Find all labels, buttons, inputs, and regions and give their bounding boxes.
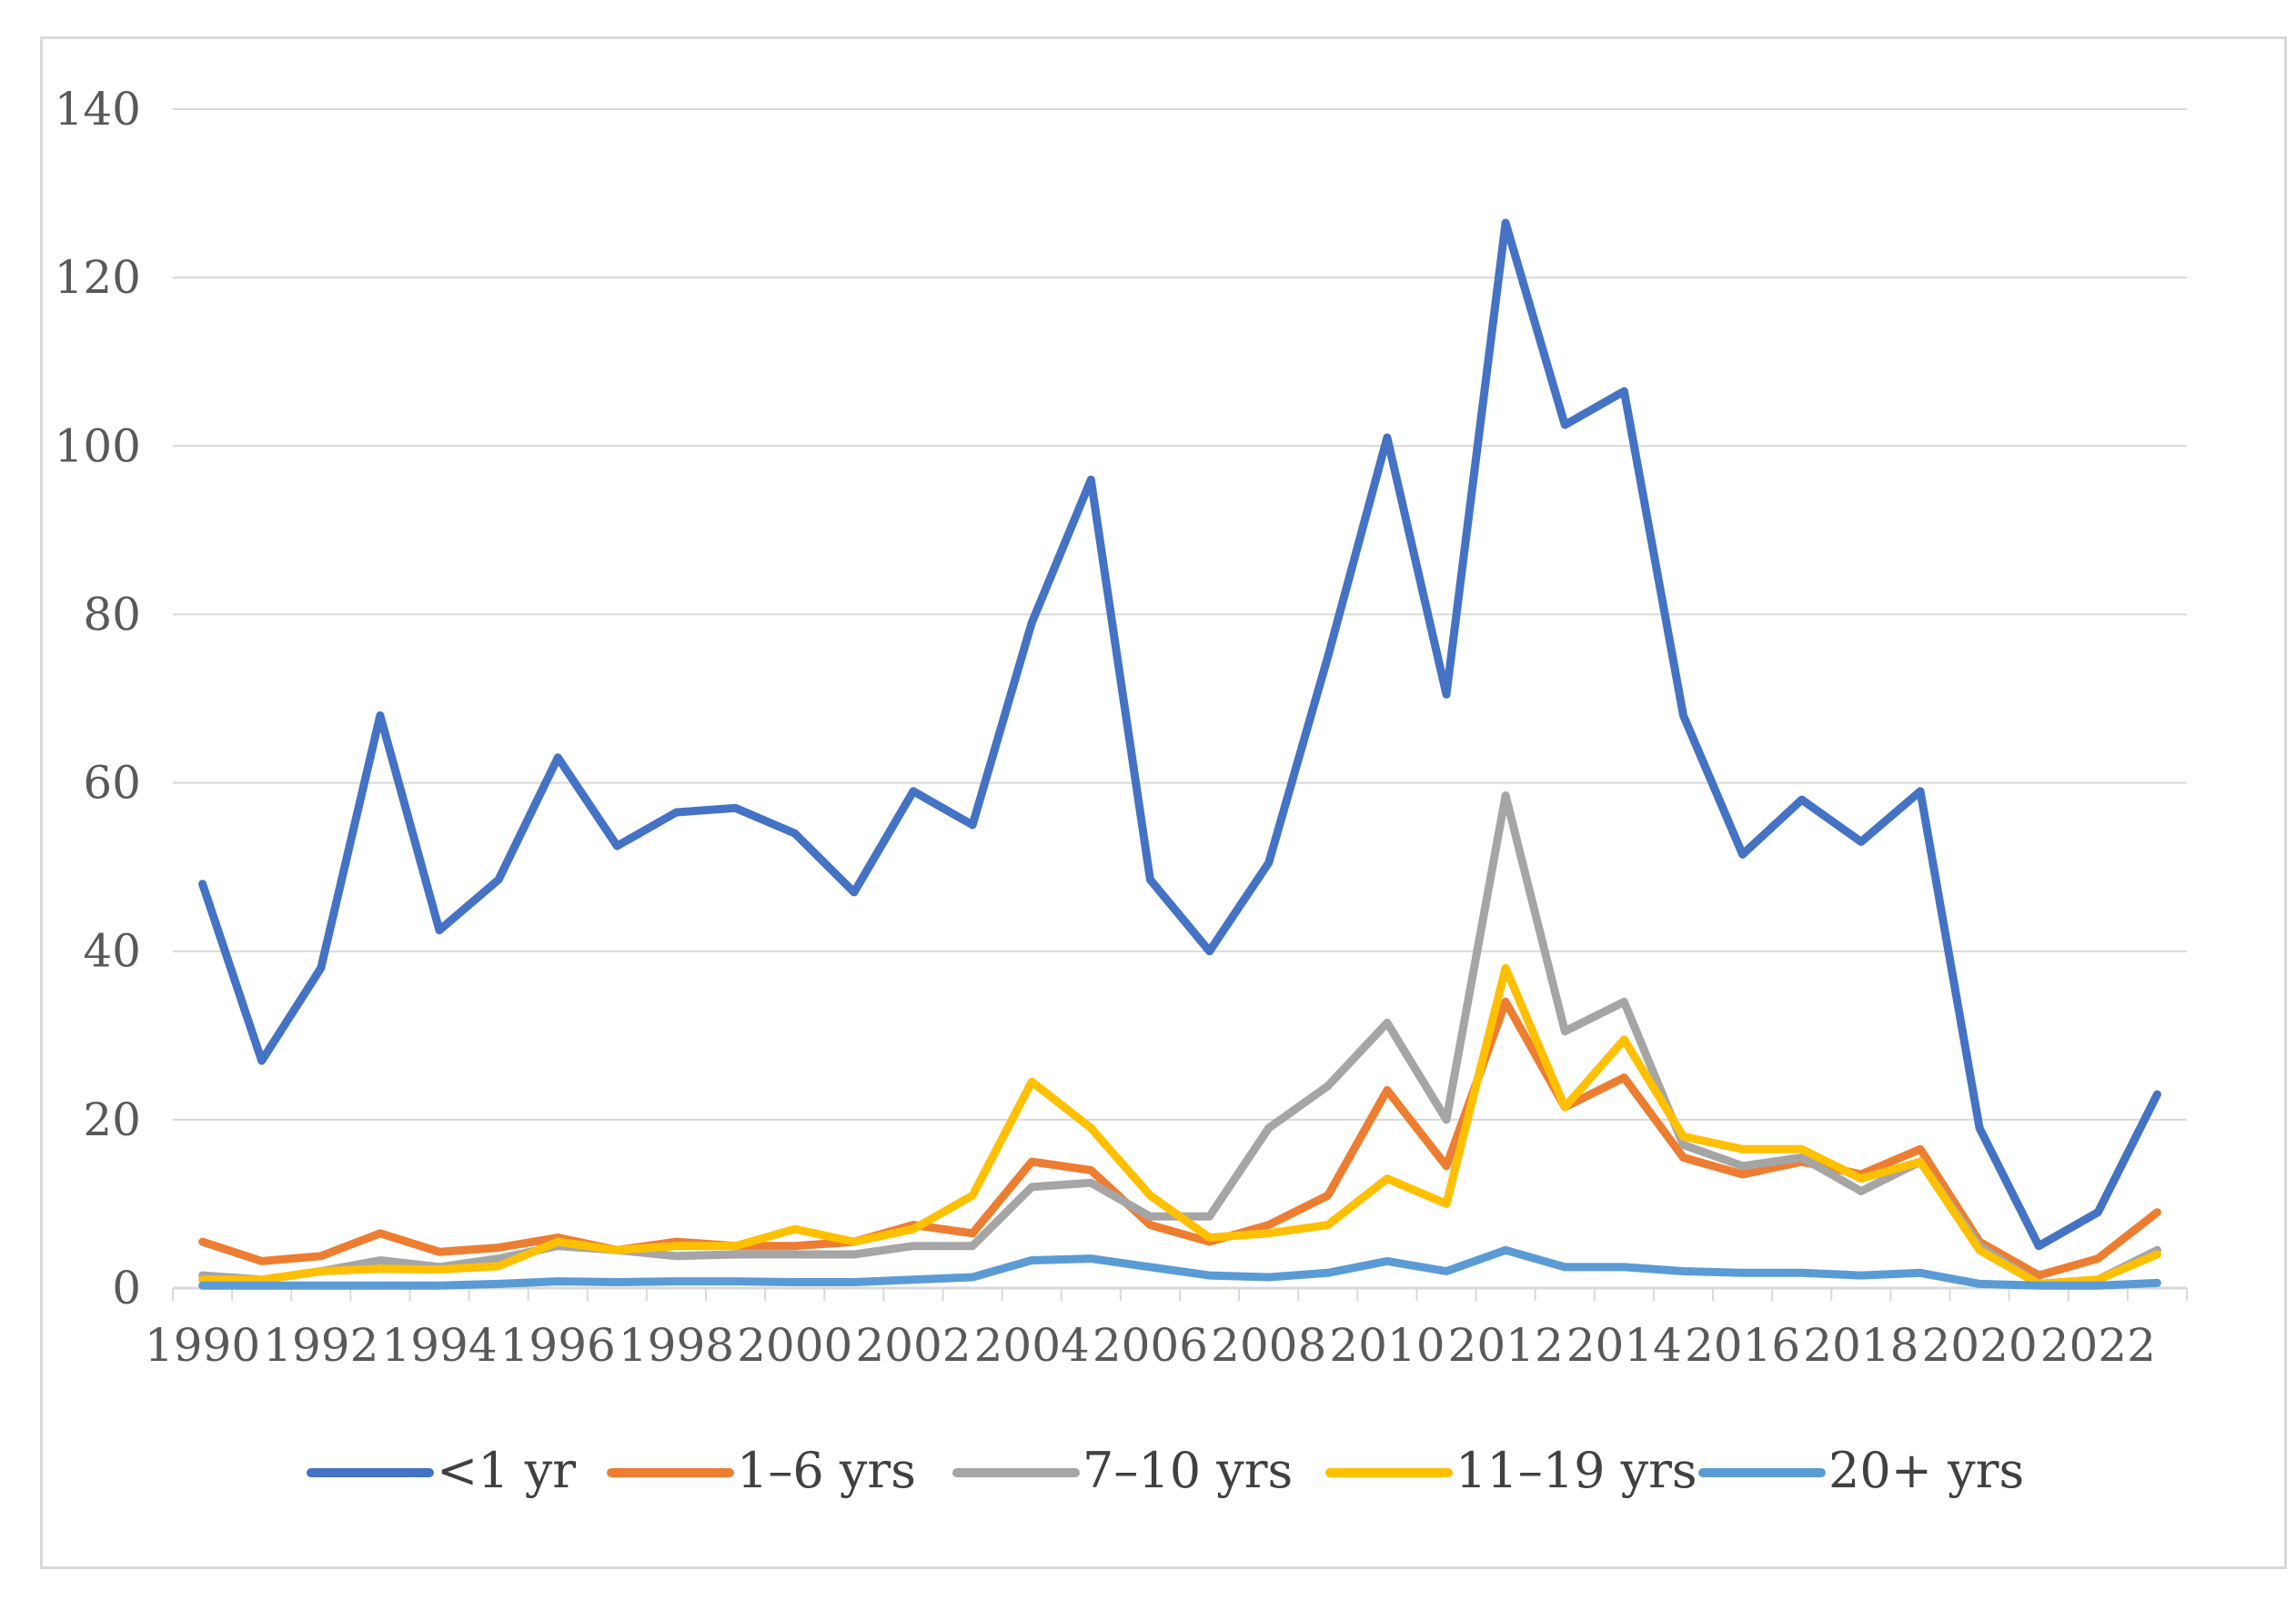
x-tick-label: 1992 <box>263 1319 378 1372</box>
x-tick-label: 2012 <box>1448 1319 1564 1372</box>
legend-label: 20+ yrs <box>1828 1442 2024 1499</box>
y-tick-label: 0 <box>112 1262 141 1314</box>
series-line-0 <box>198 218 2161 1251</box>
series-line-1 <box>198 997 2161 1280</box>
x-tick-label: 2014 <box>1566 1319 1682 1372</box>
y-tick-label: 120 <box>55 251 141 304</box>
legend-label: <1 yr <box>437 1442 576 1499</box>
series-line-4 <box>198 1245 2161 1290</box>
legend-label: 7–10 yrs <box>1083 1442 1293 1499</box>
legend-label: 1–6 yrs <box>737 1442 916 1499</box>
x-tick-label: 2020 <box>1921 1319 2037 1372</box>
legend-item: 11–19 yrs <box>1325 1442 1697 1499</box>
y-tick-label: 60 <box>83 757 141 810</box>
x-tick-label: 1996 <box>500 1319 616 1372</box>
x-tick-label: 2010 <box>1329 1319 1445 1372</box>
y-tick-label: 40 <box>83 925 141 978</box>
x-tick-label: 2008 <box>1211 1319 1326 1372</box>
chart-frame: 0 20 40 60 80 100 120 140 1990 1992 1994 1996 1998 2… <box>40 36 2287 1569</box>
x-tick-label: 2006 <box>1093 1319 1208 1372</box>
y-tick-label: 80 <box>83 588 141 640</box>
series-line-2 <box>198 791 2161 1288</box>
x-tick-label: 2002 <box>855 1319 971 1372</box>
y-tick-label: 20 <box>83 1093 141 1146</box>
legend-item: 1–6 yrs <box>607 1442 916 1499</box>
y-tick-label: 140 <box>55 83 141 136</box>
legend-item: 20+ yrs <box>1698 1442 2024 1499</box>
legend-item: 7–10 yrs <box>952 1442 1293 1499</box>
x-tick-label: 2004 <box>974 1319 1090 1372</box>
legend-item: <1 yr <box>307 1442 576 1499</box>
x-tick-label: 1994 <box>381 1319 497 1372</box>
x-tick-label: 1998 <box>619 1319 734 1372</box>
y-tick-label: 100 <box>55 419 141 472</box>
x-tick-label: 2000 <box>737 1319 852 1372</box>
x-tick-label: 2018 <box>1803 1319 1918 1372</box>
legend-label: 11–19 yrs <box>1455 1442 1697 1499</box>
x-tick-label: 1990 <box>145 1319 260 1372</box>
series-line-3 <box>198 963 2161 1288</box>
x-tick-label: 2022 <box>2040 1319 2156 1372</box>
x-tick-label: 2016 <box>1685 1319 1800 1372</box>
